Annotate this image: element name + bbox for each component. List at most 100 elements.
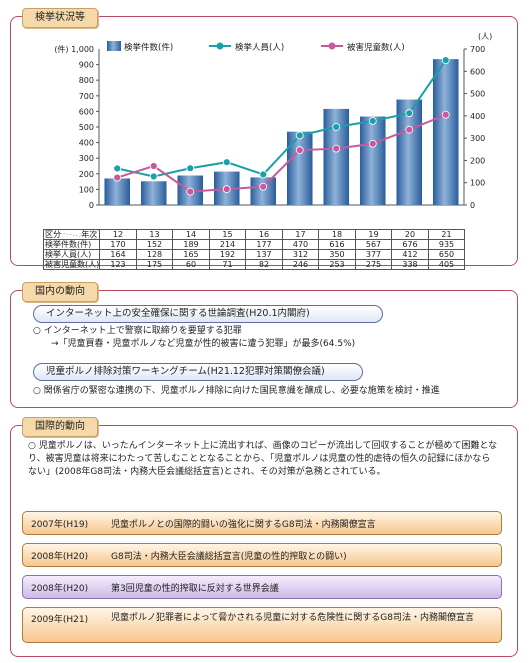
- bar: [396, 99, 423, 205]
- table-cell: 676: [391, 239, 429, 250]
- table-cell: 275: [354, 259, 393, 270]
- arrest-persons-point: [332, 123, 341, 131]
- bar: [140, 181, 167, 205]
- year-header: 19: [354, 229, 393, 240]
- event-text: G8司法・内務大臣会議総括宣言(児童の性的搾取との闘い): [111, 551, 347, 562]
- arrest-persons-point: [405, 109, 414, 118]
- table-cell: 338: [391, 259, 429, 270]
- left-tick-label: 100: [79, 185, 94, 194]
- victims-point: [186, 187, 195, 196]
- bar: [286, 131, 313, 205]
- table-cell: 567: [354, 239, 393, 250]
- left-tick-label: 600: [79, 107, 94, 116]
- right-axis-label: (人): [478, 32, 492, 41]
- victims-point: [405, 125, 414, 134]
- right-tick-label: 700: [470, 45, 485, 54]
- table-cell: 137: [245, 249, 283, 260]
- table-cell: 192: [208, 249, 247, 260]
- data-table: 区分 年次 12 13 14 15 16 17 18 19 20 21 検挙件数…: [42, 229, 466, 270]
- right-tick-label: 300: [470, 134, 485, 143]
- event-year: 2007年(H19): [31, 519, 89, 530]
- left-tick-label: 300: [79, 154, 94, 163]
- event-text: 児童ポルノとの国際的闘いの強化に関するG8司法・内務閣僚宣言: [111, 519, 376, 530]
- table-cell: 650: [427, 249, 466, 260]
- table-cell: 616: [318, 239, 356, 250]
- table-cell: 165: [172, 249, 210, 260]
- domestic-panel: インターネット上の安全確保に関する世論調査(H20.1内閣府) ○ インターネッ…: [10, 290, 518, 408]
- left-tick-label: 500: [79, 123, 94, 132]
- year-header: 16: [245, 229, 283, 240]
- table-cell: 177: [245, 239, 283, 250]
- corner-left-label: 区分: [45, 230, 61, 239]
- survey-heading: インターネット上の安全確保に関する世論調査(H20.1内閣府): [33, 305, 383, 323]
- table-cell: 71: [208, 259, 247, 270]
- legend-marker-victims: [328, 42, 336, 50]
- event-year: 2008年(H20): [31, 551, 89, 562]
- victims-point: [295, 146, 304, 155]
- table-cell: 377: [354, 249, 393, 260]
- table-cell: 350: [318, 249, 356, 260]
- year-header: 20: [391, 229, 429, 240]
- table-cell: 246: [281, 259, 320, 270]
- victims-point: [368, 139, 377, 148]
- victims-point: [332, 144, 341, 153]
- left-tick-label: 800: [79, 76, 94, 85]
- table-cell: 253: [318, 259, 356, 270]
- right-tick-label: 600: [470, 67, 485, 76]
- table-cell: 170: [99, 239, 137, 250]
- arrest-persons-line: [117, 59, 447, 178]
- row-label: 検挙人員(人): [42, 249, 101, 260]
- bar: [359, 116, 386, 205]
- legend-marker-persons: [216, 42, 224, 50]
- victims-point: [441, 110, 450, 119]
- table-cell: 405: [427, 259, 466, 270]
- arrest-persons-point: [222, 158, 231, 167]
- working-team-heading: 児童ポルノ排除対策ワーキングチーム(H21.12犯罪対策閣僚会議): [33, 363, 363, 381]
- table-cell: 214: [208, 239, 247, 250]
- table-cell: 82: [245, 259, 283, 270]
- section-title-statistics: 検挙状況等: [22, 8, 98, 28]
- survey-result: →「児童買春・児童ポルノなど児童が性的被害に遭う犯罪」が最多(64.5%): [51, 339, 356, 349]
- event-year: 2009年(H21): [31, 615, 89, 625]
- bar: [250, 177, 277, 205]
- victims-line: [116, 113, 447, 193]
- right-tick-label: 400: [470, 112, 485, 121]
- year-header: 21: [427, 229, 466, 240]
- table-cell: 175: [135, 259, 174, 270]
- table-cell: 935: [427, 239, 466, 250]
- left-tick-label: 400: [79, 139, 94, 148]
- year-header: 12: [99, 229, 137, 240]
- year-header: 17: [281, 229, 320, 240]
- table-cell: 470: [281, 239, 320, 250]
- legend-label-cases: 検挙件数(件): [124, 42, 173, 53]
- arrest-persons-point: [186, 164, 195, 173]
- right-tick-label: 200: [470, 156, 485, 165]
- left-axis-label: (件) 1,000: [54, 44, 94, 54]
- right-tick-label: 100: [470, 179, 485, 188]
- table-cell: 412: [391, 249, 429, 260]
- right-tick-label: 500: [470, 90, 485, 99]
- table-cell: 189: [172, 239, 210, 250]
- corner-right-label: 年次: [81, 230, 98, 239]
- victims-point: [113, 173, 122, 182]
- arrest-persons-point: [149, 172, 158, 181]
- table-cell: 164: [99, 249, 137, 260]
- statistics-panel: 900 800 700 600 500 400 300 200 100 0 (件) 1,000 700…: [10, 16, 518, 270]
- year-header: 18: [318, 229, 356, 240]
- event-2007: 2007年(H19) 児童ポルノとの国際的闘いの強化に関するG8司法・内務閣僚宣…: [22, 511, 502, 535]
- section-title-domestic: 国内の動向: [22, 282, 98, 302]
- table-cell: 128: [135, 249, 174, 260]
- table-cell: 60: [172, 259, 210, 270]
- year-header: 13: [135, 229, 174, 240]
- arrest-persons-point: [113, 164, 122, 173]
- left-tick-label: 700: [79, 92, 94, 101]
- victims-point: [222, 185, 231, 194]
- row-label: 被害児童数(人): [42, 259, 101, 270]
- section-title-international: 国際的動向: [22, 417, 98, 437]
- event-2008-a: 2008年(H20) G8司法・内務大臣会議総括宣言(児童の性的搾取との闘い): [22, 543, 502, 567]
- left-tick-label: 900: [79, 61, 94, 70]
- working-team-item: ○ 関係省庁の緊密な連携の下、児童ポルノ排除に向けた国民意識を醸成し、必要な施策…: [33, 386, 440, 396]
- year-header: 15: [208, 229, 247, 240]
- table-corner: 区分 年次: [42, 229, 101, 240]
- year-header: 14: [172, 229, 210, 240]
